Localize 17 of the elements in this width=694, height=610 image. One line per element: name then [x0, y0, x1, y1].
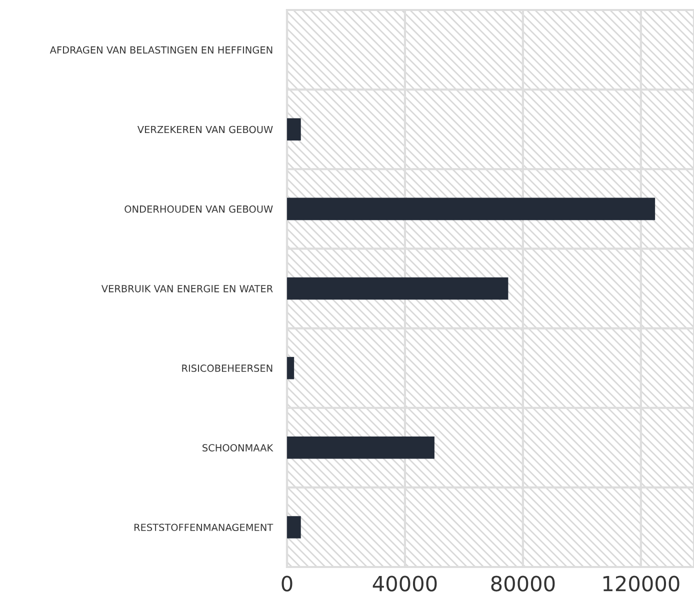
- y-tick-label: VERBRUIK VAN ENERGIE EN WATER: [101, 284, 273, 292]
- x-tick-label: 0: [282, 576, 292, 592]
- x-tick-label: 40000: [372, 576, 437, 592]
- bar: [287, 118, 301, 140]
- bar: [287, 277, 508, 300]
- bar: [287, 356, 294, 380]
- y-tick-label: RESTSTOFFENMANAGEMENT: [134, 524, 274, 532]
- y-tick-label: RISICOBEHEERSEN: [182, 364, 272, 372]
- y-tick-label: ONDERHOUDEN VAN GEBOUW: [124, 205, 273, 213]
- y-tick-label: VERZEKEREN VAN GEBOUW: [137, 126, 273, 134]
- bar: [287, 436, 434, 459]
- x-tick-label: 120000: [603, 576, 680, 592]
- bar: [287, 198, 656, 220]
- y-tick-label: SCHOONMAAK: [202, 444, 274, 452]
- bar: [287, 516, 301, 538]
- y-tick-label: AFDRAGEN VAN BELASTINGEN EN HEFFINGEN: [50, 46, 272, 54]
- x-tick-label: 80000: [491, 576, 555, 592]
